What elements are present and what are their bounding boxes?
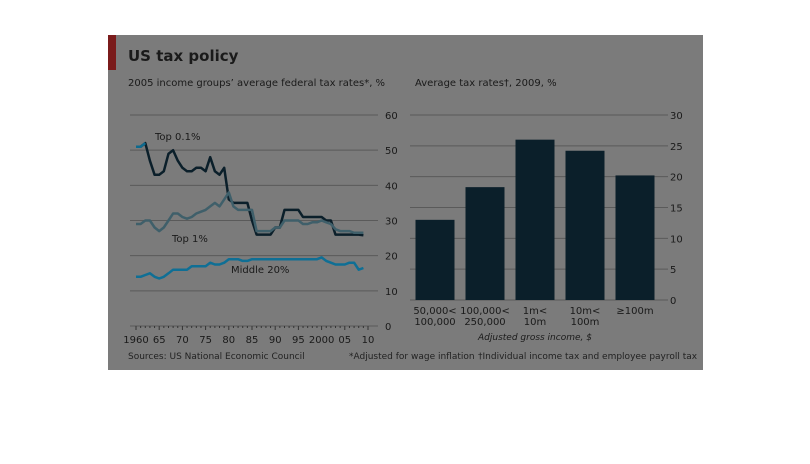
right-y-tick-label: 30 (670, 111, 683, 122)
series-line-top-1- (136, 191, 364, 235)
chart-title: US tax policy (128, 47, 239, 65)
left-x-tick-label: 1960 (123, 335, 148, 346)
series-label: Top 0.1% (154, 132, 200, 143)
left-x-tick-label: 70 (176, 335, 189, 346)
right-chart-subtitle: Average tax rates†, 2009, % (415, 78, 557, 89)
bar-category-label: 100,000< (460, 306, 510, 317)
footnote-star: *Adjusted for wage inflation (349, 352, 475, 362)
footnote-dagger: †Individual income tax and employee payr… (478, 352, 698, 362)
left-y-tick-label: 10 (385, 287, 398, 298)
bar (415, 219, 455, 300)
left-y-tick-label: 30 (385, 217, 398, 228)
bar-category-label: 10m< (570, 306, 601, 317)
series-line-top-0-1-start (136, 142, 147, 148)
left-chart-subtitle: 2005 income groups’ average federal tax … (128, 78, 386, 89)
bar (465, 187, 505, 300)
left-x-tick-label: 05 (338, 335, 351, 346)
bar-category-label: 100,000 (414, 317, 455, 328)
right-y-tick-label: 20 (670, 173, 683, 184)
left-y-tick-label: 20 (385, 252, 398, 263)
left-x-tick-label: 2000 (309, 335, 334, 346)
left-x-tick-label: 80 (222, 335, 235, 346)
bar-category-label: 50,000< (413, 306, 456, 317)
series-label: Middle 20% (231, 265, 289, 276)
brand-accent-bar (108, 35, 116, 70)
left-x-tick-label: 10 (362, 335, 375, 346)
series-line-middle-20- (136, 256, 364, 280)
right-y-tick-label: 5 (670, 265, 676, 276)
bar-category-label: ≥100m (616, 306, 653, 317)
bar-category-label: 250,000 (464, 317, 505, 328)
source-note: Sources: US National Economic Council (128, 352, 305, 362)
right-y-tick-label: 10 (670, 234, 683, 245)
series-label: Top 1% (171, 234, 208, 245)
series-line-top-0-1- (136, 141, 364, 237)
right-y-tick-label: 15 (670, 204, 683, 215)
left-x-tick-label: 65 (153, 335, 166, 346)
left-x-tick-label: 90 (269, 335, 282, 346)
bar (565, 150, 605, 300)
left-y-tick-label: 50 (385, 146, 398, 157)
left-x-tick-label: 75 (199, 335, 212, 346)
bar-category-label: 10m (524, 317, 546, 328)
left-y-tick-label: 0 (385, 322, 391, 333)
left-x-tick-label: 85 (246, 335, 259, 346)
bar (615, 175, 655, 300)
left-x-tick-label: 95 (292, 335, 305, 346)
bar (515, 139, 555, 300)
right-y-tick-label: 25 (670, 142, 683, 153)
bar-category-label: 100m (571, 317, 600, 328)
left-y-tick-label: 60 (385, 111, 398, 122)
right-x-axis-title: Adjusted gross income, $ (477, 333, 592, 343)
right-y-tick-label: 0 (670, 296, 676, 307)
left-y-tick-label: 40 (385, 181, 398, 192)
bar-category-label: 1m< (523, 306, 547, 317)
